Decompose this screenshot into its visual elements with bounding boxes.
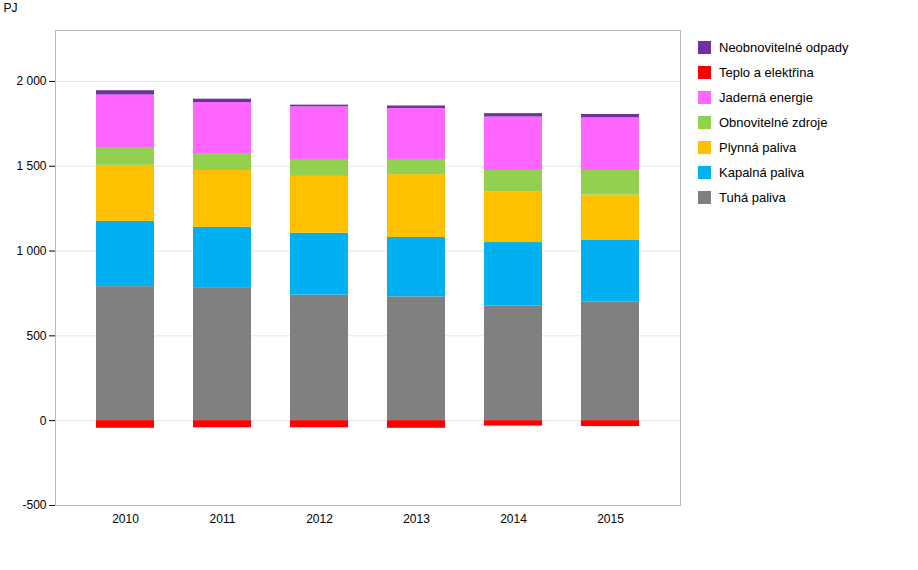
svg-text:2012: 2012 [306, 512, 333, 526]
svg-text:-500: -500 [22, 498, 46, 512]
html-text:Jaderná energie: Jaderná energie [719, 90, 813, 105]
html-text:Obnovitelné zdroje: Obnovitelné zdroje [719, 115, 828, 130]
svg-text:2013: 2013 [403, 512, 430, 526]
svg-text:1 000: 1 000 [16, 244, 46, 258]
html-text:Teplo a elektřina: Teplo a elektřina [719, 65, 814, 80]
html-text:Plynná paliva: Plynná paliva [719, 140, 797, 155]
svg-text:1 500: 1 500 [16, 159, 46, 173]
html-text:Neobnovitelné odpady: Neobnovitelné odpady [719, 40, 849, 55]
svg-text:PJ: PJ [4, 1, 18, 15]
svg-text:2015: 2015 [597, 512, 624, 526]
svg-text:500: 500 [26, 329, 46, 343]
html-text:Kapalná paliva: Kapalná paliva [719, 165, 805, 180]
svg-text:2011: 2011 [210, 512, 236, 526]
svg-text:2 000: 2 000 [16, 74, 46, 88]
svg-text:2010: 2010 [112, 512, 139, 526]
svg-text:0: 0 [40, 414, 47, 428]
svg-text:2014: 2014 [500, 512, 527, 526]
html-text:Tuhá paliva: Tuhá paliva [719, 190, 786, 205]
